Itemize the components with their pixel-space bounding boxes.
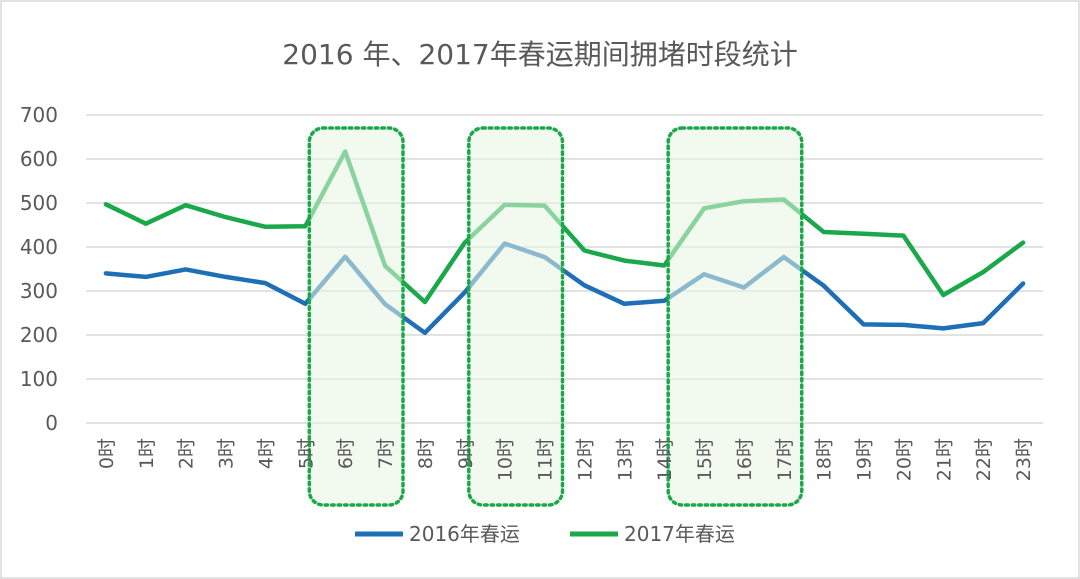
x-tick-label: 13时 bbox=[614, 438, 636, 481]
x-tick-label: 11时 bbox=[535, 438, 557, 481]
x-tick-label: 6时 bbox=[335, 438, 357, 469]
y-tick-label: 200 bbox=[20, 323, 58, 347]
x-tick-label: 10时 bbox=[495, 438, 517, 481]
y-axis-ticks: 0 100 200 300 400 500 600 700 bbox=[20, 103, 58, 435]
x-tick-label: 22时 bbox=[973, 438, 995, 481]
x-tick-label: 4时 bbox=[255, 438, 277, 469]
legend-label: 2016年春运 bbox=[409, 522, 520, 546]
x-axis-ticks: 0时 1时 2时 3时 4时 5时 6时 7时 8时 9时 10时 11时 12时 13时 14时 15时 16… bbox=[96, 438, 1035, 481]
highlight-boxes bbox=[307, 126, 804, 507]
y-tick-label: 300 bbox=[20, 279, 58, 303]
x-tick-label: 8时 bbox=[415, 438, 437, 469]
legend-label: 2017年春运 bbox=[624, 522, 735, 546]
series-line-2 bbox=[103, 149, 1026, 305]
x-tick-label: 7时 bbox=[375, 438, 397, 469]
x-tick-label: 14时 bbox=[654, 438, 676, 481]
y-tick-label: 500 bbox=[20, 191, 58, 215]
x-tick-label: 16时 bbox=[734, 438, 756, 481]
y-tick-label: 700 bbox=[20, 103, 58, 127]
x-tick-label: 2时 bbox=[176, 438, 198, 469]
series-line-1 bbox=[103, 241, 1026, 336]
x-tick-label: 19时 bbox=[854, 438, 876, 481]
highlight-box bbox=[467, 126, 565, 507]
x-tick-label: 18时 bbox=[814, 438, 836, 481]
x-tick-label: 3时 bbox=[216, 438, 238, 469]
x-tick-label: 1时 bbox=[136, 438, 158, 469]
y-tick-label: 100 bbox=[20, 367, 58, 391]
x-tick-label: 20时 bbox=[893, 438, 915, 481]
x-tick-label: 21时 bbox=[933, 438, 955, 481]
gridlines bbox=[86, 114, 1043, 424]
highlight-box bbox=[666, 126, 804, 507]
x-tick-label: 23时 bbox=[1013, 438, 1035, 481]
highlight-box bbox=[307, 126, 405, 507]
x-tick-label: 15时 bbox=[694, 438, 716, 481]
chart-title: 2016 年、2017年春运期间拥堵时段统计 bbox=[282, 38, 797, 71]
x-tick-label: 9时 bbox=[455, 438, 477, 469]
y-tick-label: 0 bbox=[45, 411, 58, 435]
y-tick-label: 600 bbox=[20, 147, 58, 171]
x-tick-label: 17时 bbox=[774, 438, 796, 481]
x-tick-label: 12时 bbox=[574, 438, 596, 481]
legend: 2016年春运 2017年春运 bbox=[355, 522, 735, 546]
x-tick-label: 0时 bbox=[96, 438, 118, 469]
x-tick-label: 5时 bbox=[295, 438, 317, 469]
y-tick-label: 400 bbox=[20, 235, 58, 259]
